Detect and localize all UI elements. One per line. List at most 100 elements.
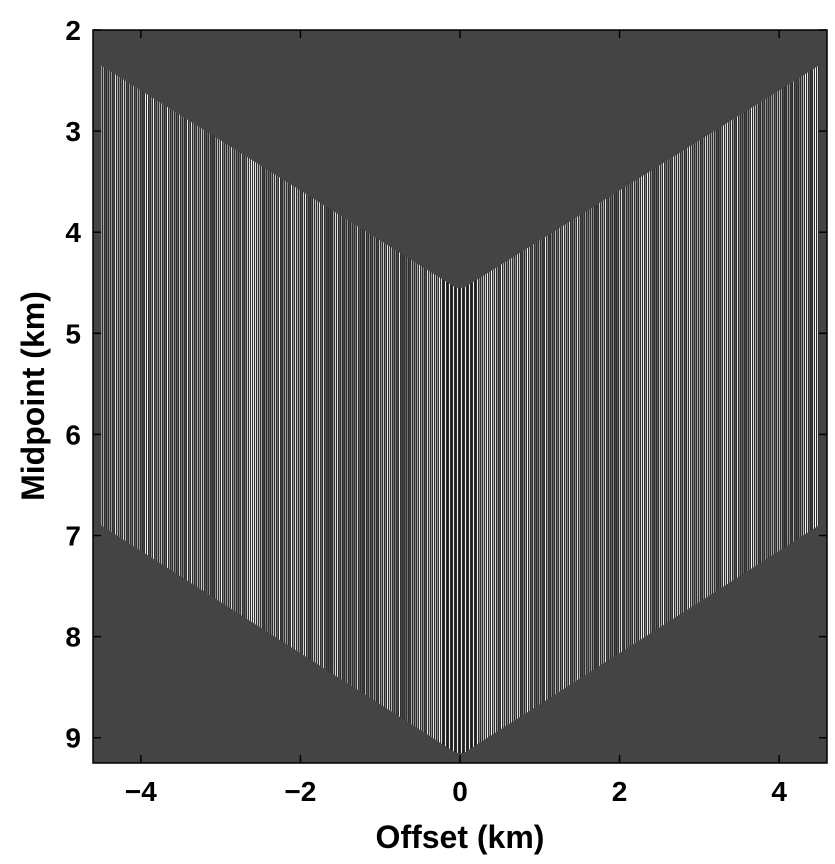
seismic-trace bbox=[555, 65, 556, 753]
seismic-trace bbox=[571, 65, 572, 753]
seismic-trace bbox=[731, 65, 732, 753]
seismic-trace bbox=[697, 65, 698, 753]
seismic-trace bbox=[139, 65, 140, 753]
seismic-trace bbox=[389, 65, 390, 753]
seismic-trace bbox=[587, 65, 588, 753]
seismic-trace bbox=[537, 65, 538, 753]
seismic-trace bbox=[709, 65, 710, 753]
seismic-trace bbox=[627, 65, 628, 753]
seismic-trace bbox=[181, 65, 182, 753]
seismic-trace bbox=[473, 65, 474, 753]
seismic-trace bbox=[701, 65, 702, 753]
seismic-trace bbox=[359, 65, 360, 753]
seismic-trace bbox=[653, 65, 654, 753]
seismic-trace bbox=[109, 65, 110, 753]
seismic-trace bbox=[321, 65, 322, 753]
seismic-trace bbox=[705, 65, 706, 753]
seismic-trace bbox=[647, 65, 648, 753]
seismic-trace bbox=[215, 65, 216, 753]
seismic-trace bbox=[469, 65, 470, 753]
seismic-trace bbox=[303, 65, 304, 753]
seismic-trace bbox=[393, 65, 394, 753]
seismic-traces bbox=[101, 65, 818, 753]
seismic-trace bbox=[353, 65, 354, 753]
seismic-trace bbox=[439, 65, 440, 753]
seismic-trace bbox=[725, 65, 726, 753]
seismic-trace bbox=[589, 65, 590, 753]
seismic-trace bbox=[565, 65, 566, 753]
seismic-trace bbox=[191, 65, 192, 753]
seismic-trace bbox=[395, 65, 396, 753]
seismic-trace bbox=[567, 65, 568, 753]
seismic-trace bbox=[559, 65, 560, 753]
seismic-trace bbox=[317, 65, 318, 753]
seismic-trace bbox=[787, 65, 788, 753]
seismic-trace bbox=[529, 65, 530, 753]
seismic-trace bbox=[777, 65, 778, 753]
seismic-trace bbox=[641, 65, 642, 753]
seismic-trace bbox=[453, 65, 454, 753]
seismic-trace bbox=[103, 65, 104, 753]
seismic-trace bbox=[671, 65, 672, 753]
seismic-trace bbox=[551, 65, 552, 753]
seismic-trace bbox=[573, 65, 574, 753]
seismic-trace bbox=[107, 65, 108, 753]
seismic-trace bbox=[347, 65, 348, 753]
seismic-trace bbox=[801, 65, 802, 753]
seismic-trace bbox=[729, 65, 730, 753]
seismic-trace bbox=[753, 65, 754, 753]
seismic-trace bbox=[637, 65, 638, 753]
seismic-trace bbox=[527, 65, 528, 753]
seismic-trace bbox=[629, 65, 630, 753]
seismic-trace bbox=[633, 65, 634, 753]
seismic-trace bbox=[399, 65, 400, 753]
seismic-trace bbox=[157, 65, 158, 753]
seismic-trace bbox=[815, 65, 816, 753]
seismic-trace bbox=[383, 65, 384, 753]
seismic-trace bbox=[723, 65, 724, 753]
seismic-trace bbox=[605, 65, 606, 753]
seismic-trace bbox=[441, 65, 442, 753]
seismic-trace bbox=[743, 65, 744, 753]
seismic-trace bbox=[387, 65, 388, 753]
seismic-trace bbox=[179, 65, 180, 753]
seismic-trace bbox=[149, 65, 150, 753]
seismic-trace bbox=[111, 65, 112, 753]
seismic-trace bbox=[477, 65, 478, 753]
seismic-trace bbox=[379, 65, 380, 753]
seismic-trace bbox=[487, 65, 488, 753]
seismic-trace bbox=[649, 65, 650, 753]
seismic-trace bbox=[377, 65, 378, 753]
seismic-trace bbox=[625, 65, 626, 753]
seismic-trace bbox=[505, 65, 506, 753]
seismic-trace bbox=[231, 65, 232, 753]
seismic-trace bbox=[129, 65, 130, 753]
seismic-trace bbox=[413, 65, 414, 753]
seismic-trace bbox=[407, 65, 408, 753]
seismic-trace bbox=[271, 65, 272, 753]
seismic-trace bbox=[293, 65, 294, 753]
seismic-trace bbox=[417, 65, 418, 753]
seismic-trace bbox=[363, 65, 364, 753]
seismic-trace bbox=[209, 65, 210, 753]
seismic-trace bbox=[669, 65, 670, 753]
seismic-trace bbox=[591, 65, 592, 753]
seismic-trace bbox=[247, 65, 248, 753]
seismic-trace bbox=[735, 65, 736, 753]
seismic-trace bbox=[673, 65, 674, 753]
seismic-trace bbox=[171, 65, 172, 753]
seismic-trace bbox=[435, 65, 436, 753]
seismic-trace bbox=[283, 65, 284, 753]
seismic-trace bbox=[361, 65, 362, 753]
seismic-trace bbox=[755, 65, 756, 753]
seismic-trace bbox=[445, 65, 446, 753]
seismic-trace bbox=[371, 65, 372, 753]
seismic-trace bbox=[273, 65, 274, 753]
seismic-trace bbox=[319, 65, 320, 753]
seismic-trace bbox=[411, 65, 412, 753]
seismic-trace bbox=[239, 65, 240, 753]
seismic-trace bbox=[325, 65, 326, 753]
seismic-trace bbox=[161, 65, 162, 753]
seismic-trace bbox=[449, 65, 450, 753]
seismic-trace bbox=[461, 65, 462, 753]
